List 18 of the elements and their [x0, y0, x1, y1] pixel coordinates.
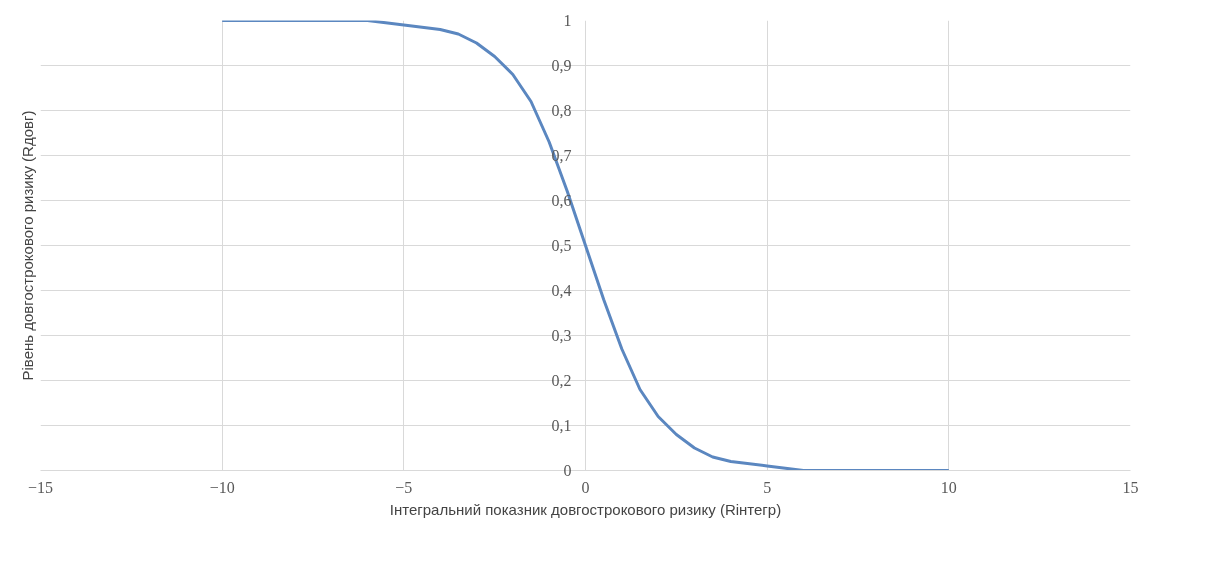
x-tick-label: −10: [209, 478, 235, 496]
x-tick-label: −15: [27, 478, 54, 496]
y-tick-label: 0,4: [551, 282, 572, 299]
x-axis-title: Інтегральний показник довгострокового ризику (Rінтегр): [389, 500, 782, 518]
x-tick-label: 5: [763, 478, 772, 496]
y-tick-label: 0,3: [551, 327, 572, 344]
y-tick-label: 0,2: [551, 372, 572, 389]
y-axis-title: Рівень довгострокового ризику (Rдовг): [18, 110, 36, 381]
x-tick-label: 10: [940, 478, 957, 496]
y-tick-label: 0,9: [551, 57, 572, 74]
y-tick-label: 0,8: [551, 102, 572, 119]
x-tick-label: −5: [395, 478, 413, 496]
y-tick-label: 1: [563, 12, 572, 29]
x-tick-label: 15: [1122, 478, 1139, 496]
x-tick-label: 0: [581, 478, 590, 496]
y-tick-label: 0,1: [551, 417, 572, 434]
y-tick-label: 0: [563, 462, 572, 479]
y-tick-label: 0,5: [551, 237, 572, 254]
